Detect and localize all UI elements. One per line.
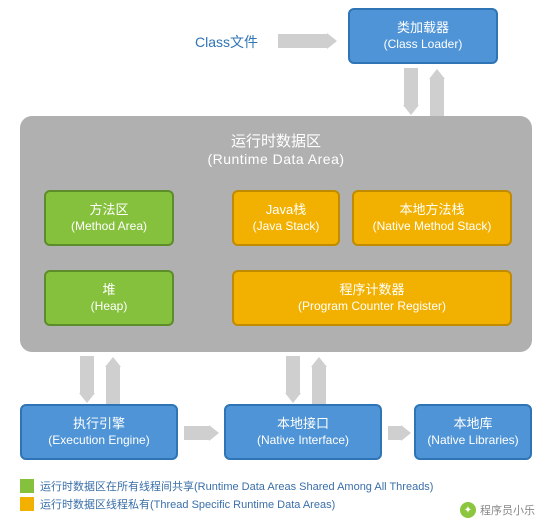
legend-shared-swatch	[20, 479, 34, 493]
class-loader-en: (Class Loader)	[384, 37, 463, 53]
java-stack-en: (Java Stack)	[253, 219, 320, 235]
heap-cn: 堆	[102, 282, 115, 299]
method-area-en: (Method Area)	[71, 219, 147, 235]
runtime-area-title: 运行时数据区 (Runtime Data Area)	[20, 116, 532, 167]
arrow	[80, 356, 94, 394]
class-loader-cn: 类加载器	[397, 20, 449, 37]
heap-en: (Heap)	[91, 299, 128, 315]
native-libraries-box: 本地库 (Native Libraries)	[414, 404, 532, 460]
legend-private: 运行时数据区线程私有(Thread Specific Runtime Data …	[20, 496, 335, 512]
arrow	[184, 426, 210, 440]
watermark: ✦ 程序员小乐	[460, 502, 535, 518]
watermark-text: 程序员小乐	[480, 502, 535, 518]
native-interface-en: (Native Interface)	[257, 433, 349, 449]
arrow	[278, 34, 328, 48]
arrow	[388, 426, 402, 440]
java-stack-cn: Java栈	[266, 202, 306, 219]
execution-engine-box: 执行引擎 (Execution Engine)	[20, 404, 178, 460]
arrow	[312, 366, 326, 404]
wechat-icon: ✦	[460, 502, 476, 518]
java-stack-box: Java栈 (Java Stack)	[232, 190, 340, 246]
runtime-area-cn: 运行时数据区	[20, 130, 532, 151]
arrow	[106, 366, 120, 404]
pc-register-box: 程序计数器 (Program Counter Register)	[232, 270, 512, 326]
method-area-cn: 方法区	[89, 202, 128, 219]
native-libraries-en: (Native Libraries)	[427, 433, 518, 449]
legend-private-swatch	[20, 497, 34, 511]
native-stack-en: (Native Method Stack)	[373, 219, 492, 235]
runtime-area-en: (Runtime Data Area)	[20, 151, 532, 167]
execution-engine-cn: 执行引擎	[73, 416, 125, 433]
legend-shared: 运行时数据区在所有线程间共享(Runtime Data Areas Shared…	[20, 478, 433, 494]
arrow	[404, 68, 418, 106]
native-stack-cn: 本地方法栈	[399, 202, 464, 219]
native-method-stack-box: 本地方法栈 (Native Method Stack)	[352, 190, 512, 246]
pc-register-cn: 程序计数器	[339, 282, 404, 299]
arrow	[430, 78, 444, 116]
legend-private-text: 运行时数据区线程私有(Thread Specific Runtime Data …	[40, 496, 335, 512]
class-loader-box: 类加载器 (Class Loader)	[348, 8, 498, 64]
native-interface-box: 本地接口 (Native Interface)	[224, 404, 382, 460]
method-area-box: 方法区 (Method Area)	[44, 190, 174, 246]
native-interface-cn: 本地接口	[277, 416, 329, 433]
class-file-label: Class文件	[195, 32, 258, 52]
legend-shared-text: 运行时数据区在所有线程间共享(Runtime Data Areas Shared…	[40, 478, 433, 494]
pc-register-en: (Program Counter Register)	[298, 299, 446, 315]
execution-engine-en: (Execution Engine)	[48, 433, 149, 449]
native-libraries-cn: 本地库	[453, 416, 492, 433]
heap-box: 堆 (Heap)	[44, 270, 174, 326]
arrow	[286, 356, 300, 394]
